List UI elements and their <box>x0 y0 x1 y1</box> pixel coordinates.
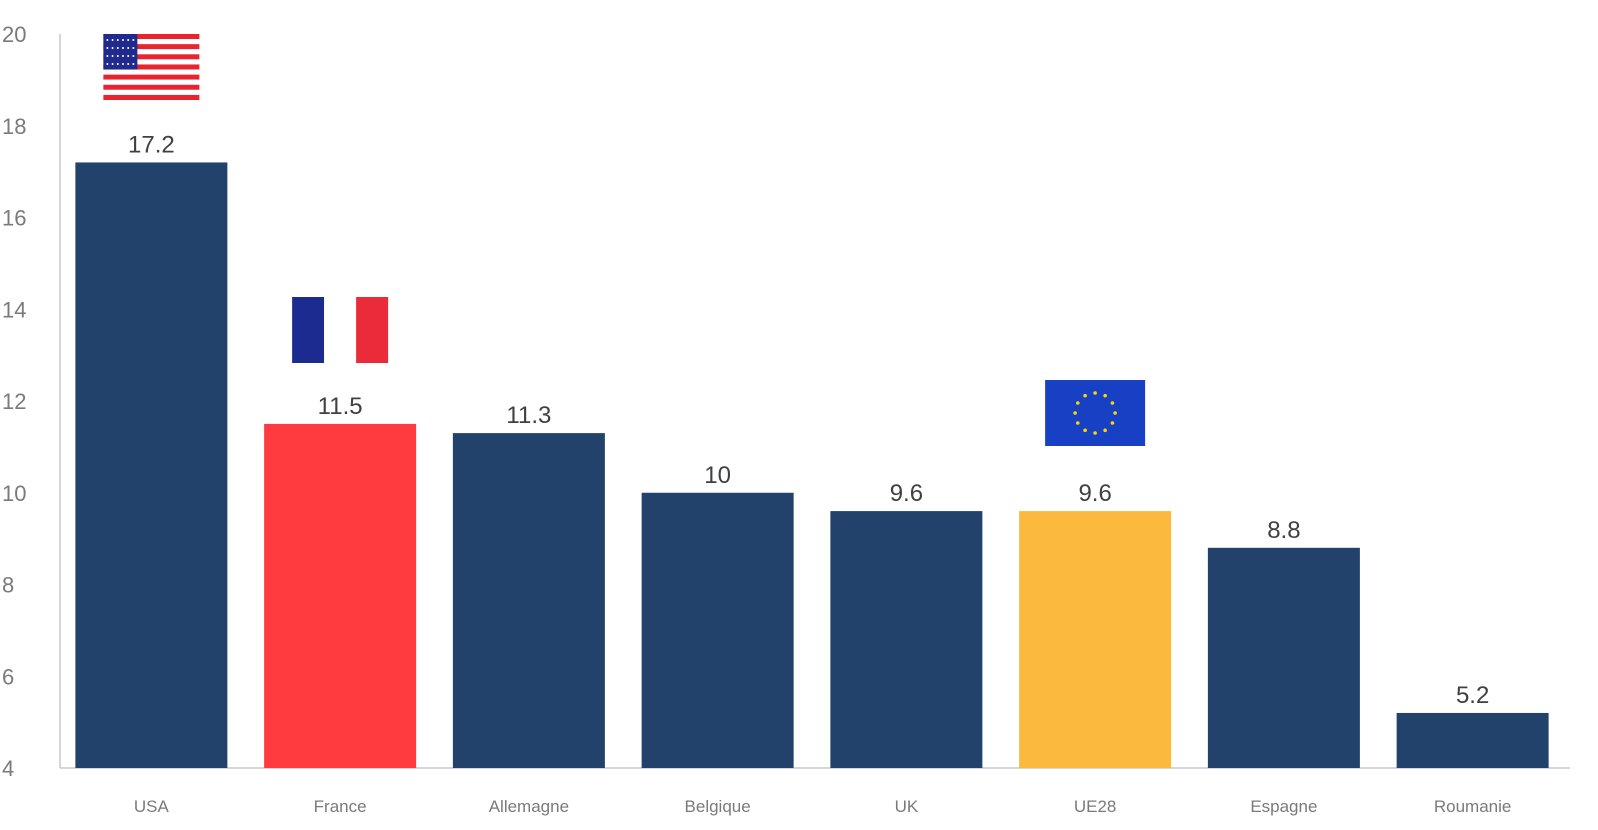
data-label: 11.5 <box>318 393 363 420</box>
x-tick-label: USA <box>134 797 170 816</box>
data-label: 17.2 <box>128 131 175 158</box>
data-label: 9.6 <box>1078 480 1111 507</box>
data-labels: 17.2 11.5 11.3 10 9.6 9.6 8.8 5.2 <box>128 131 1489 709</box>
bar-uk <box>830 511 983 768</box>
bar-france <box>264 423 417 768</box>
y-tick-label: 16 <box>2 206 26 231</box>
x-tick-label: France <box>314 797 367 816</box>
bar-usa <box>75 162 228 768</box>
data-label: 11.3 <box>506 402 551 429</box>
x-tick-label: Roumanie <box>1434 797 1512 816</box>
eu-flag-icon <box>1045 380 1146 446</box>
data-label: 10 <box>704 462 731 489</box>
x-tick-label: Allemagne <box>489 797 569 816</box>
bar-roumanie <box>1396 712 1549 768</box>
data-label: 9.6 <box>890 480 923 507</box>
x-tick-label: UE28 <box>1074 797 1117 816</box>
us-flag-icon <box>103 34 200 100</box>
x-tick-label: Belgique <box>685 797 751 816</box>
bar-allemagne <box>452 433 605 768</box>
y-tick-label: 10 <box>2 481 26 506</box>
y-tick-label: 6 <box>2 664 14 689</box>
bar-espagne <box>1207 547 1360 768</box>
y-axis-ticks: 4 6 8 10 12 14 16 18 20 <box>2 22 26 781</box>
y-tick-label: 12 <box>2 389 26 414</box>
bars <box>75 162 1549 768</box>
bar-belgique <box>641 492 794 768</box>
france-flag-icon <box>292 297 389 363</box>
data-label: 8.8 <box>1267 517 1300 544</box>
y-tick-label: 18 <box>2 114 26 139</box>
y-tick-label: 20 <box>2 22 26 47</box>
flags <box>103 34 1146 446</box>
x-tick-label: Espagne <box>1250 797 1317 816</box>
y-tick-label: 4 <box>2 756 14 781</box>
data-label: 5.2 <box>1456 682 1489 709</box>
y-tick-label: 14 <box>2 297 26 322</box>
y-tick-label: 8 <box>2 573 14 598</box>
bar-ue28 <box>1019 511 1172 768</box>
x-axis-ticks: USA France Allemagne Belgique UK UE28 Espagne R… <box>134 797 1511 816</box>
x-tick-label: UK <box>895 797 919 816</box>
